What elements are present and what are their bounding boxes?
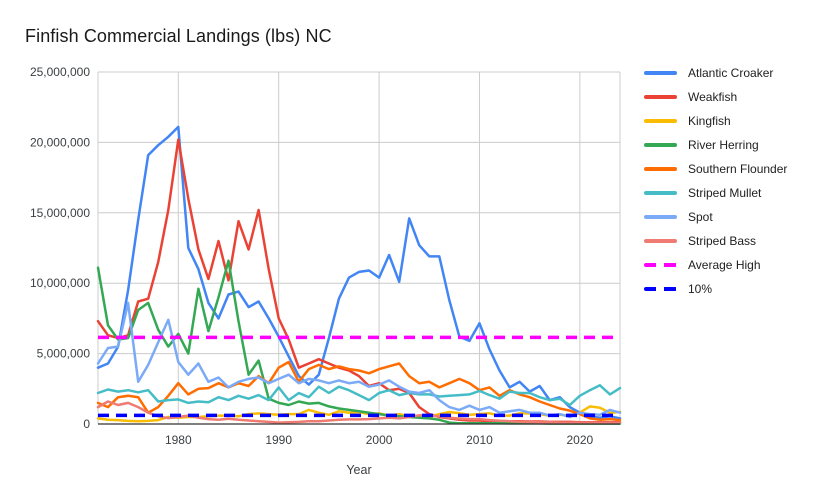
- legend-item-kingfish: Kingfish: [644, 109, 787, 133]
- legend-label-striped-bass: Striped Bass: [688, 234, 757, 248]
- legend-swatch-atlantic-croaker: [644, 71, 677, 75]
- legend-swatch-spot: [644, 215, 677, 219]
- legend-label-spot: Spot: [688, 210, 713, 224]
- legend-swatch-river-herring: [644, 143, 677, 147]
- legend-label-kingfish: Kingfish: [688, 114, 731, 128]
- legend-swatch-striped-mullet: [644, 191, 677, 195]
- y-axis-tick-label: 10,000,000: [30, 276, 90, 290]
- legend-swatch-average-high: [644, 263, 677, 267]
- chart-title: Finfish Commercial Landings (lbs) NC: [25, 26, 332, 46]
- x-axis-tick-label: 2010: [466, 433, 493, 447]
- legend-item-spot: Spot: [644, 205, 787, 229]
- legend-item-weakfish: Weakfish: [644, 85, 787, 109]
- legend-label-average-high: Average High: [688, 258, 761, 272]
- legend-label-10: 10%: [688, 282, 713, 296]
- x-axis-tick-label: 1980: [165, 433, 192, 447]
- legend-item-southern-flounder: Southern Flounder: [644, 157, 787, 181]
- series-line-atlantic-croaker: [96, 125, 622, 420]
- legend-label-atlantic-croaker: Atlantic Croaker: [688, 66, 774, 80]
- y-axis-tick-label: 15,000,000: [30, 206, 90, 220]
- legend-swatch-kingfish: [644, 119, 677, 123]
- x-axis-tick-label: 2000: [366, 433, 393, 447]
- legend-swatch-striped-bass: [644, 239, 677, 243]
- series-line-spot: [96, 301, 622, 419]
- y-axis-tick-label: 25,000,000: [30, 65, 90, 79]
- legend-label-weakfish: Weakfish: [688, 90, 738, 104]
- legend-swatch-southern-flounder: [644, 167, 677, 171]
- series-line-weakfish: [96, 138, 622, 424]
- x-axis-title: Year: [346, 463, 371, 477]
- legend-swatch-10: [644, 287, 677, 291]
- series-line-southern-flounder: [96, 360, 622, 422]
- legend: Atlantic Croaker Weakfish Kingfish River He…: [644, 61, 787, 301]
- legend-item-striped-bass: Striped Bass: [644, 229, 787, 253]
- y-axis-tick-label: 5,000,000: [37, 347, 91, 361]
- series-line-striped-bass: [96, 400, 622, 424]
- x-axis-tick-label: 1990: [265, 433, 292, 447]
- legend-item-river-herring: River Herring: [644, 133, 787, 157]
- x-axis-tick-label: 2020: [566, 433, 593, 447]
- legend-item-striped-mullet: Striped Mullet: [644, 181, 787, 205]
- legend-label-river-herring: River Herring: [688, 138, 759, 152]
- y-axis-tick-label: 0: [83, 417, 90, 431]
- legend-item-average-high: Average High: [644, 253, 787, 277]
- series-line-striped-mullet: [96, 384, 622, 407]
- legend-label-southern-flounder: Southern Flounder: [688, 162, 788, 176]
- legend-item-atlantic-croaker: Atlantic Croaker: [644, 61, 787, 85]
- y-axis-tick-label: 20,000,000: [30, 135, 90, 149]
- legend-label-striped-mullet: Striped Mullet: [688, 186, 762, 200]
- legend-swatch-weakfish: [644, 95, 677, 99]
- legend-item-10: 10%: [644, 277, 787, 301]
